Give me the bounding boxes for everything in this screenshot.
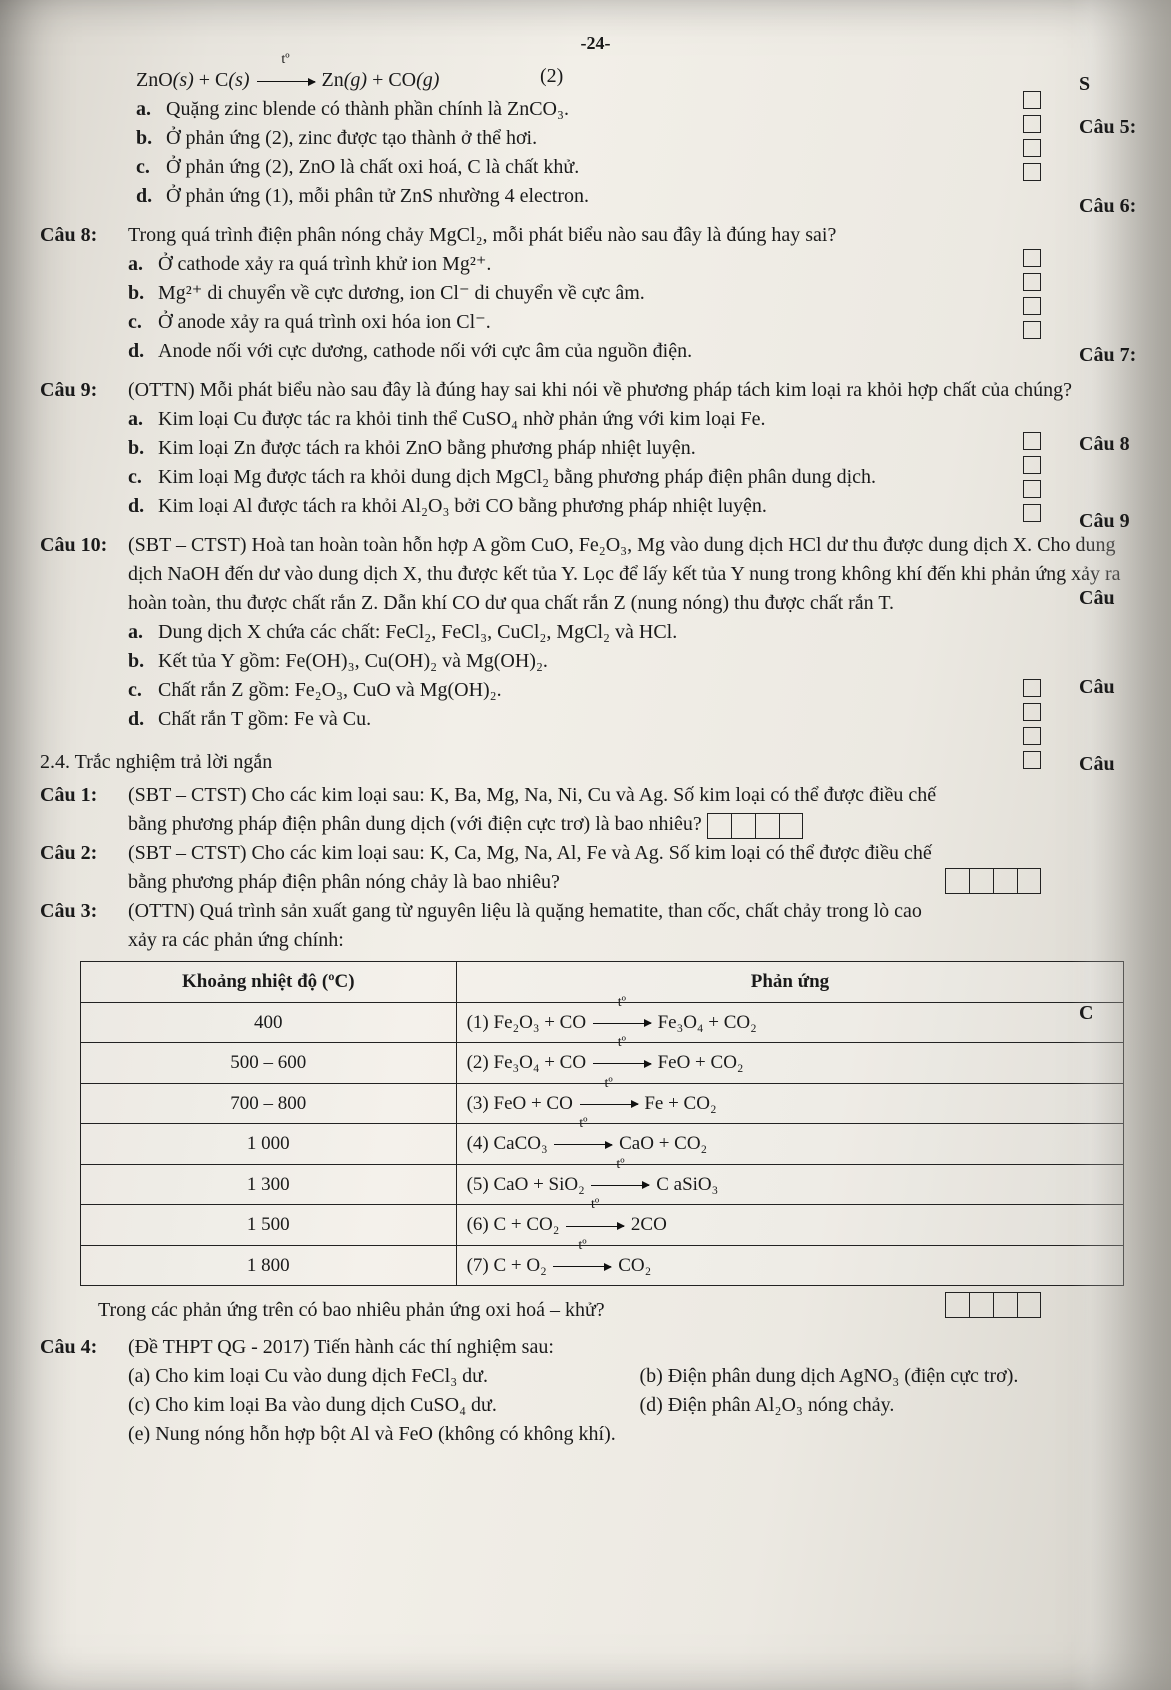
question-9: Câu 9: (OTTN) Mỗi phát biểu nào sau đây … (40, 376, 1151, 521)
checkbox[interactable] (1023, 504, 1041, 522)
table-row: 1 500(6) C + CO₂ tº 2CO (81, 1205, 1124, 1246)
short-q1: Câu 1: (SBT – CTST) Cho các kim loại sau… (40, 781, 1151, 839)
q4-opt-c: (c) Cho kim loại Ba vào dung dịch CuSO₄ … (128, 1391, 640, 1420)
q10-label: Câu 10: (40, 531, 116, 560)
option-a: a.Quặng zinc blende có thành phần chính … (136, 95, 1151, 124)
answer-boxes[interactable] (945, 1292, 1041, 1318)
table-header-reaction: Phản ứng (456, 962, 1124, 1003)
table-row: 500 – 600(2) Fe₃O₄ + CO tº FeO + CO₂ (81, 1043, 1124, 1084)
short-q3: Câu 3: (OTTN) Quá trình sản xuất gang từ… (40, 897, 1151, 955)
question-10: Câu 10: (SBT – CTST) Hoà tan hoàn toàn h… (40, 531, 1151, 734)
answer-boxes[interactable] (707, 813, 803, 839)
checkbox[interactable] (1023, 163, 1041, 181)
option-c: c.Ở phản ứng (2), ZnO là chất oxi hoá, C… (136, 153, 1151, 182)
table-row: 1 000(4) CaCO₃ tº CaO + CO₂ (81, 1124, 1124, 1165)
short-q2: Câu 2: (SBT – CTST) Cho các kim loại sau… (40, 839, 1151, 897)
next-page-strip: S Câu 5: Câu 6: Câu 7: Câu 8 Câu 9 Câu C… (1071, 0, 1171, 1690)
page: -24- (2) ZnO(s) + C(s) tº Zn(g) + CO(g) … (0, 0, 1171, 1690)
checkbox[interactable] (1023, 432, 1041, 450)
checkbox[interactable] (1023, 703, 1041, 721)
q10-stem: (SBT – CTST) Hoà tan hoàn toàn hỗn hợp A… (128, 531, 1151, 618)
checkbox[interactable] (1023, 480, 1041, 498)
checkbox[interactable] (1023, 273, 1041, 291)
section-2-4-heading: 2.4. Trắc nghiệm trả lời ngắn (40, 748, 1151, 777)
checkbox[interactable] (1023, 297, 1041, 315)
top-equation: ZnO(s) + C(s) tº Zn(g) + CO(g) (136, 66, 1151, 95)
short-q4: Câu 4: (Đề THPT QG - 2017) Tiến hành các… (40, 1333, 1151, 1449)
checkbox[interactable] (1023, 679, 1041, 697)
q4-opt-a: (a) Cho kim loại Cu vào dung dịch FeCl₃ … (128, 1362, 640, 1391)
table-row: 400(1) Fe₂O₃ + CO tº Fe₃O₄ + CO₂ (81, 1002, 1124, 1043)
table-header-temp: Khoảng nhiệt độ (ºC) (81, 962, 457, 1003)
table-row: 1 300(5) CaO + SiO₂ tº C aSiO₃ (81, 1164, 1124, 1205)
checkbox[interactable] (1023, 727, 1041, 745)
question-8: Câu 8: Trong quá trình điện phân nóng ch… (40, 221, 1151, 366)
checkbox[interactable] (1023, 91, 1041, 109)
checkbox[interactable] (1023, 249, 1041, 267)
checkbox[interactable] (1023, 456, 1041, 474)
reactions-table: Khoảng nhiệt độ (ºC) Phản ứng 400(1) Fe₂… (80, 961, 1124, 1286)
answer-boxes[interactable] (945, 868, 1041, 894)
q8-label: Câu 8: (40, 221, 116, 250)
option-d: d.Ở phản ứng (1), mỗi phân tử ZnS nhường… (136, 182, 1151, 211)
q8-stem: Trong quá trình điện phân nóng chảy MgCl… (128, 221, 1151, 250)
table-row: 1 800(7) C + O₂ tº CO₂ (81, 1245, 1124, 1286)
checkbox[interactable] (1023, 139, 1041, 157)
page-number: -24- (40, 30, 1151, 56)
q9-label: Câu 9: (40, 376, 116, 405)
checkbox[interactable] (1023, 321, 1041, 339)
option-b: b.Ở phản ứng (2), zinc được tạo thành ở … (136, 124, 1151, 153)
table-row: 700 – 800(3) FeO + CO tº Fe + CO₂ (81, 1083, 1124, 1124)
checkbox[interactable] (1023, 751, 1041, 769)
checkbox[interactable] (1023, 115, 1041, 133)
eq-marker: (2) (540, 62, 563, 91)
q9-stem: (OTTN) Mỗi phát biểu nào sau đây là đúng… (128, 376, 1151, 405)
q4-opt-e: (e) Nung nóng hỗn hợp bột Al và FeO (khô… (128, 1420, 640, 1449)
